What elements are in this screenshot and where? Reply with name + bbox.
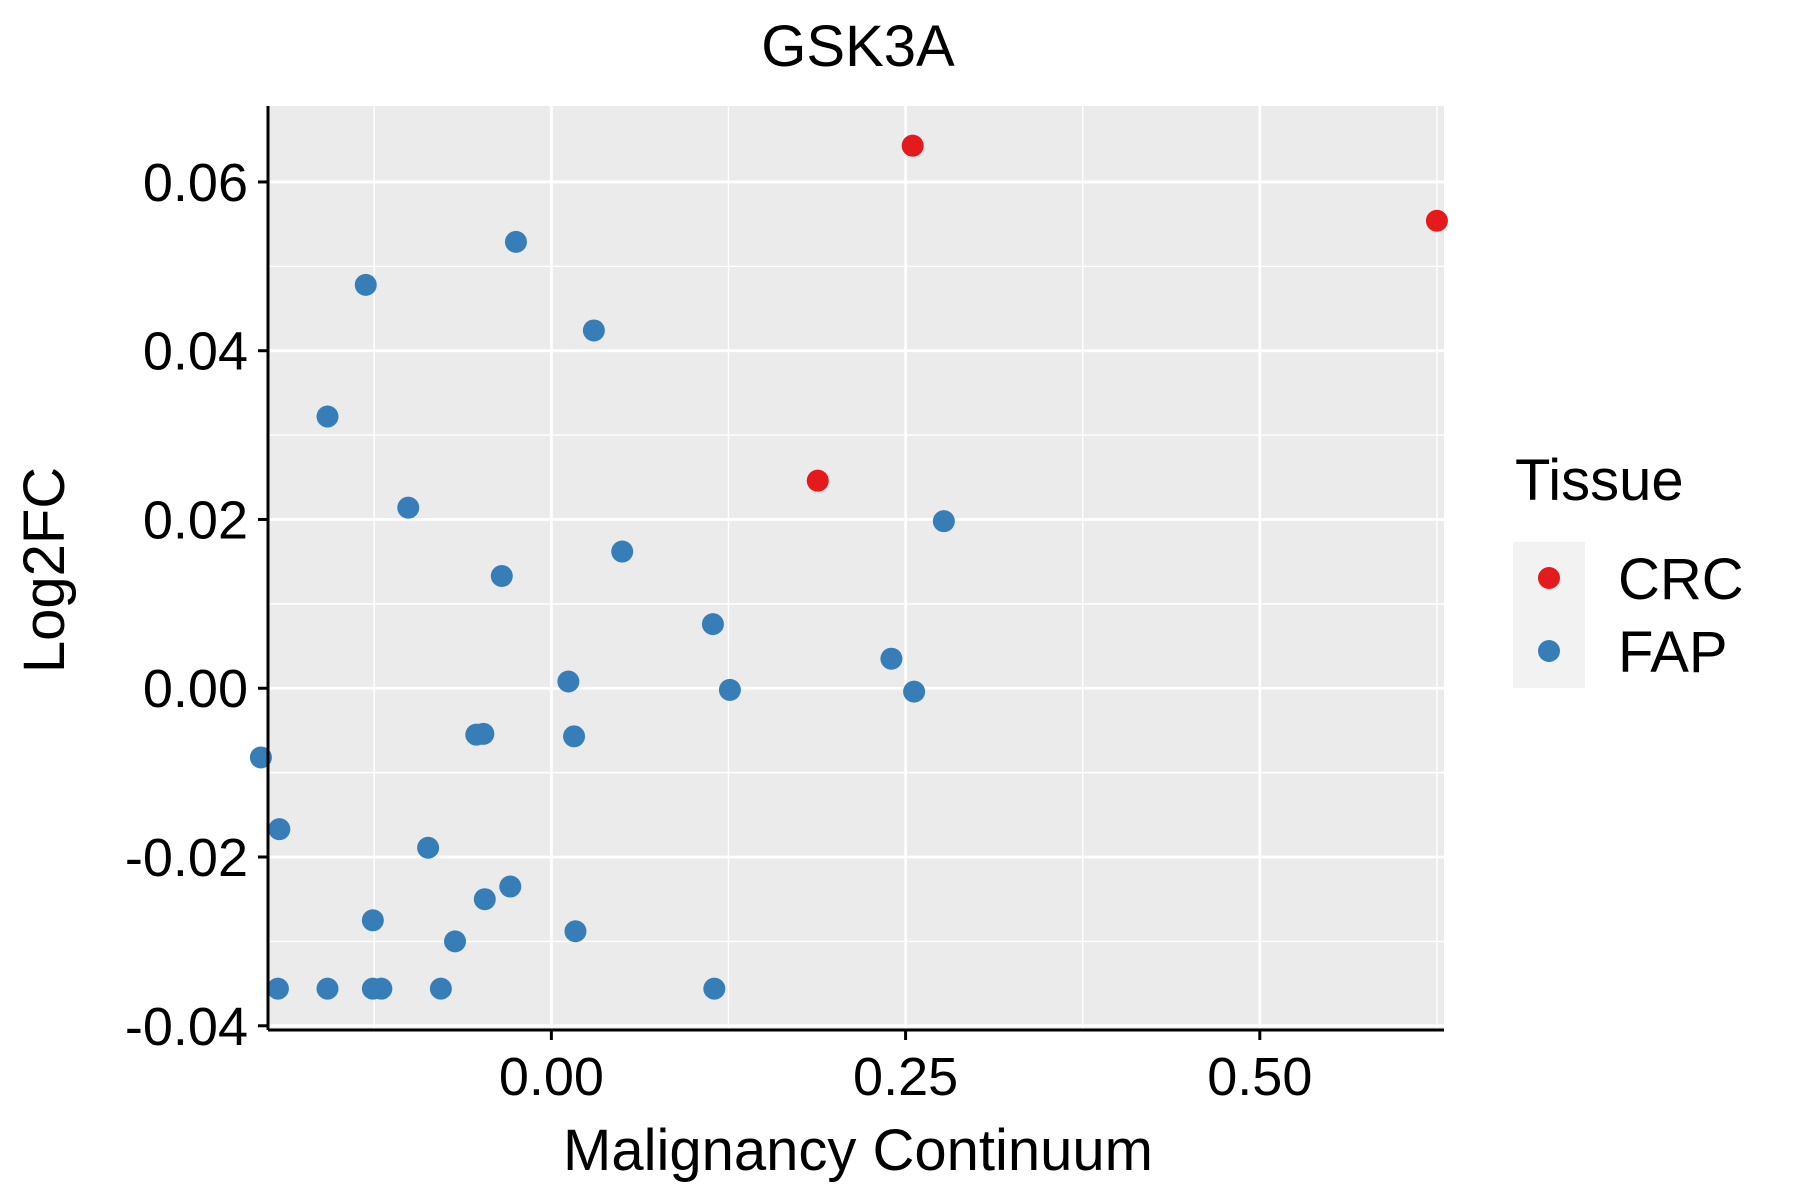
data-point-fap (563, 725, 586, 748)
data-point-crc (1425, 209, 1448, 232)
data-point-fap (611, 540, 634, 563)
data-point-fap (444, 930, 467, 953)
data-point-fap (417, 836, 440, 859)
y-axis-title: Log2FC (12, 467, 77, 673)
legend-key-fap (1538, 640, 1560, 662)
data-point-crc (806, 469, 829, 492)
data-point-fap (397, 496, 420, 519)
data-point-fap (361, 909, 384, 932)
data-point-crc (901, 134, 924, 157)
y-tick-label: 0.00 (143, 659, 248, 719)
legend: Tissue CRC FAP (1513, 448, 1744, 688)
data-point-fap (701, 613, 724, 636)
legend-title: Tissue (1515, 448, 1684, 513)
data-point-fap (354, 273, 377, 296)
data-point-fap (316, 977, 339, 1000)
y-tick-label: -0.04 (125, 997, 248, 1057)
legend-key-crc (1538, 567, 1560, 589)
grid-major (268, 106, 1444, 1030)
data-point-fap (266, 977, 289, 1000)
data-point-fap (472, 722, 495, 745)
data-point-fap (370, 977, 393, 1000)
data-point-fap (718, 678, 741, 701)
x-tick-label: 0.00 (499, 1047, 604, 1107)
data-point-fap (703, 977, 726, 1000)
data-point-fap (249, 746, 272, 769)
data-point-fap (504, 230, 527, 253)
y-tick-label: 0.06 (143, 153, 248, 213)
data-point-fap (564, 920, 587, 943)
y-tick-label: 0.02 (143, 490, 248, 550)
legend-label-fap: FAP (1618, 620, 1728, 685)
data-point-fap (499, 875, 522, 898)
y-axis-ticks: -0.04 -0.02 0.00 0.02 0.04 0.06 (125, 153, 268, 1057)
data-points (249, 134, 1448, 1000)
legend-key-background (1513, 542, 1585, 688)
y-tick-label: -0.02 (125, 828, 248, 888)
x-axis-title: Malignancy Continuum (563, 1118, 1153, 1183)
data-point-fap (880, 647, 903, 670)
data-point-fap (268, 818, 291, 841)
legend-label-crc: CRC (1618, 547, 1744, 612)
data-point-fap (557, 670, 580, 693)
chart-title: GSK3A (761, 14, 955, 79)
y-tick-label: 0.04 (143, 322, 248, 382)
data-point-fap (582, 319, 605, 342)
axes (266, 106, 1444, 1032)
plot-panel (268, 106, 1444, 1030)
data-point-fap (903, 680, 926, 703)
x-tick-label: 0.50 (1207, 1047, 1312, 1107)
x-tick-label: 0.25 (853, 1047, 958, 1107)
data-point-fap (490, 565, 513, 588)
data-point-fap (932, 510, 955, 533)
x-axis-ticks: 0.00 0.25 0.50 (499, 1030, 1312, 1107)
data-point-fap (429, 977, 452, 1000)
data-point-fap (316, 405, 339, 428)
data-point-fap (473, 888, 496, 911)
